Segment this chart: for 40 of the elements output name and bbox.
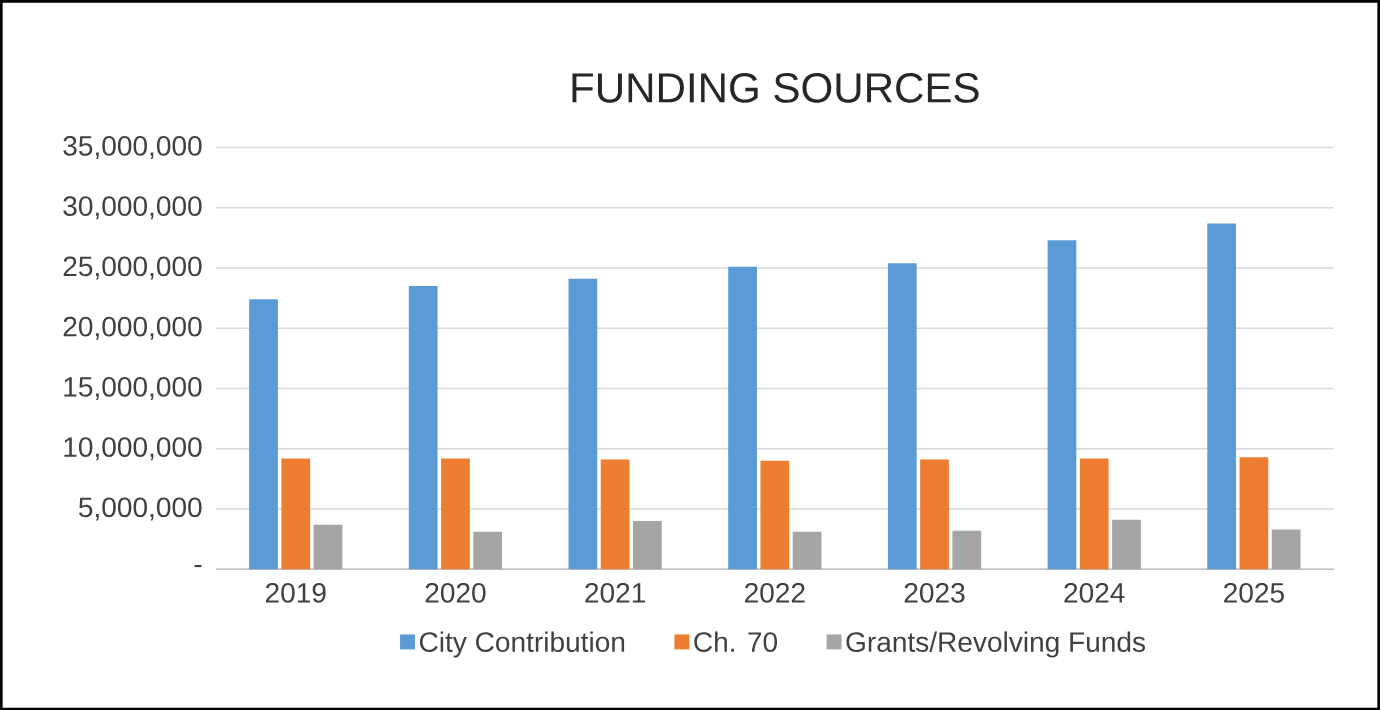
bar [633,520,662,570]
bar [568,278,598,570]
x-tick-label: 2023 [904,582,965,603]
bar [441,458,470,570]
bar [313,524,343,570]
bar [249,299,278,570]
bar [887,263,917,570]
legend-label: Ch. 70 [694,631,778,652]
y-tick-label: 35,000,000 [63,135,202,159]
y-tick-label: 15,000,000 [64,376,202,400]
x-tick-label: 2025 [1224,582,1284,603]
bar [792,531,822,570]
y-tick-label: 5,000,000 [78,497,202,521]
y-tick-label: 20,000,000 [63,316,202,340]
y-tick-label: 30,000,000 [63,196,202,220]
bar [1112,519,1141,570]
bar [1239,457,1269,570]
legend-label: City Contribution [419,631,625,658]
x-tick-label: 2024 [1064,582,1125,603]
bar [1271,529,1301,570]
bar [473,531,503,570]
x-tick-label: 2019 [265,582,326,603]
x-tick-label: 2022 [745,582,805,603]
bar [728,266,757,570]
y-tick-label: - [194,564,202,568]
chart-title: FUNDING SOURCES [572,72,979,103]
legend-label: Grants/Revolving Funds [846,631,1146,658]
bar [1207,223,1237,570]
bar [408,285,438,570]
x-tick-label: 2021 [585,582,645,603]
bar [760,460,790,570]
bar [600,459,630,570]
y-tick-label: 25,000,000 [63,256,202,280]
bar [920,459,949,570]
x-tick-label: 2020 [425,582,486,603]
bar [281,458,311,570]
bar [1047,240,1077,570]
bar [1079,458,1109,570]
bar [952,530,982,570]
y-tick-label: 10,000,000 [64,437,202,461]
